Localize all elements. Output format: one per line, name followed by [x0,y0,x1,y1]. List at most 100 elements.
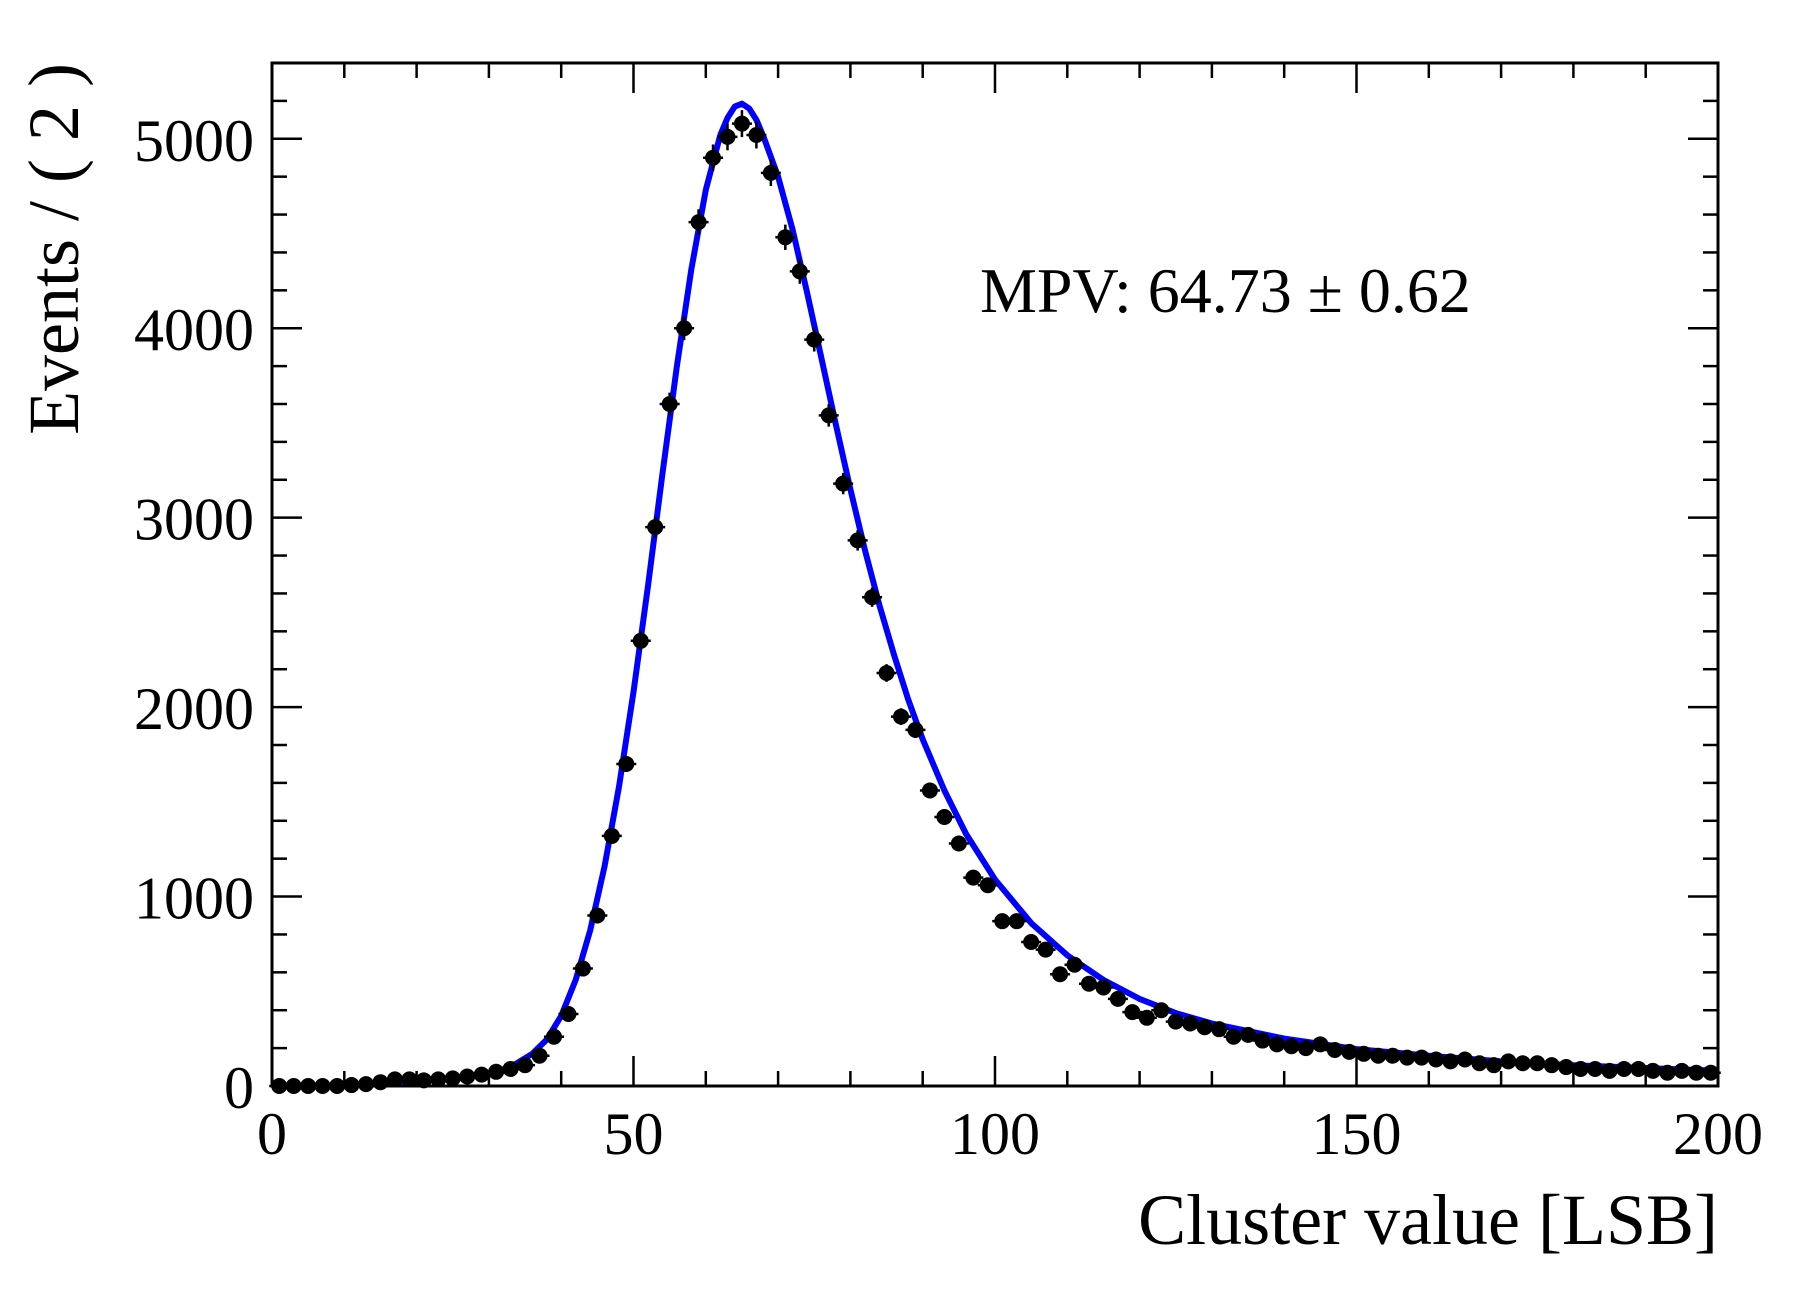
data-marker [921,782,938,799]
data-marker [1138,1009,1155,1026]
data-point [963,869,984,886]
data-marker [459,1068,476,1085]
y-tick-label: 1000 [134,866,254,932]
data-point [1035,941,1056,958]
data-point [891,708,912,725]
plot-frame [270,61,1720,1088]
data-marker [603,827,620,844]
data-point [862,587,883,607]
fit-curve-layer [344,100,1719,1089]
data-point [1238,1026,1259,1043]
data-marker [1023,934,1040,951]
data-point [1122,1004,1143,1021]
data-point [659,392,680,416]
data-marker [806,331,823,348]
data-point [717,123,738,151]
data-marker [502,1060,519,1077]
data-point [934,808,955,825]
data-point [1266,1036,1287,1053]
data-marker [1616,1060,1633,1077]
data-marker [386,1071,403,1088]
data-marker [415,1072,432,1089]
data-point [616,755,637,772]
data-point [760,159,781,187]
data-point [1281,1038,1302,1055]
x-tick-label: 100 [950,1101,1040,1167]
data-point [977,877,998,894]
data-marker [1355,1045,1372,1062]
data-point [919,782,940,799]
data-marker [1471,1055,1488,1072]
data-point [515,1057,536,1074]
data-marker [733,115,750,132]
data-marker [589,907,606,924]
x-tick-label: 50 [604,1101,664,1167]
data-marker [1268,1036,1285,1053]
data-marker [820,407,837,424]
data-point [1180,1015,1201,1032]
data-point [703,144,724,171]
data-point [355,1076,376,1093]
data-point [500,1060,521,1077]
data-marker [632,632,649,649]
data-point [1527,1055,1548,1072]
mpv-annotation: MPV: 64.73 ± 0.62 [980,255,1471,326]
data-point [1252,1032,1273,1049]
data-marker [1124,1004,1141,1021]
data-point [1440,1053,1461,1070]
data-marker [1312,1036,1329,1053]
data-point [905,721,926,739]
data-point [688,209,709,235]
data-point [1454,1051,1475,1068]
data-point [746,121,767,149]
data-point [1642,1062,1663,1079]
data-marker [1326,1042,1343,1059]
data-marker [661,396,678,412]
data-point [1483,1057,1504,1074]
data-marker [1297,1040,1314,1057]
data-point [486,1063,507,1080]
data-point [833,472,854,495]
data-marker [430,1071,447,1088]
data-marker [893,708,910,725]
data-point [1556,1059,1577,1076]
data-point [1310,1036,1331,1053]
data-marker [965,869,982,886]
data-point [1223,1028,1244,1045]
data-marker [1500,1053,1517,1070]
data-marker [531,1047,548,1064]
data-marker [1428,1051,1445,1068]
y-tick-label: 5000 [134,108,254,174]
data-marker [618,755,635,772]
data-marker [545,1028,562,1045]
data-marker [849,532,866,549]
data-marker [560,1006,577,1023]
data-marker [1485,1057,1502,1074]
x-tick-labels: 0 50 100 150 200 [257,1101,1763,1167]
data-point [876,664,897,682]
data-point [1151,1002,1172,1019]
data-marker [1095,979,1112,996]
x-tick-label: 150 [1312,1101,1402,1167]
data-marker [1167,1013,1184,1030]
data-points-layer [269,110,1721,1094]
data-marker [1225,1028,1242,1045]
data-point [775,224,796,250]
data-point [1021,934,1042,951]
data-marker [1413,1049,1430,1066]
data-point [1194,1019,1215,1036]
data-marker [647,519,664,536]
data-marker [1196,1019,1213,1036]
data-marker [574,960,591,977]
data-point [1050,966,1071,983]
data-marker [488,1063,505,1080]
data-marker [1644,1062,1661,1079]
data-point [789,258,810,284]
x-tick-label: 200 [1673,1101,1763,1167]
data-marker [1370,1047,1387,1064]
data-point [818,404,839,427]
data-point [630,631,651,650]
data-point [1324,1042,1345,1059]
data-point [1671,1062,1692,1079]
